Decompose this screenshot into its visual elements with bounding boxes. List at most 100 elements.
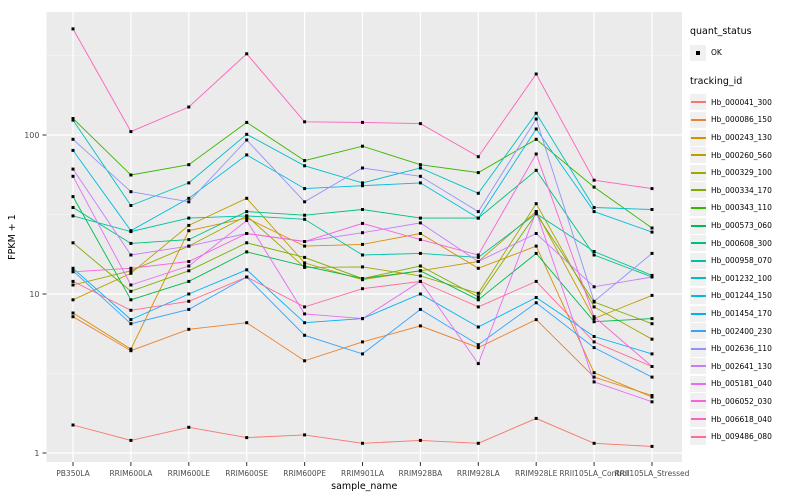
data-point (650, 365, 654, 368)
x-tick-label: RRII105LA_Stressed (615, 469, 690, 478)
data-point (71, 279, 75, 283)
legend-item-label: Hb_002636_110 (711, 344, 772, 354)
data-point (71, 27, 75, 31)
series-line-icon (690, 224, 706, 227)
legend-item-Hb_002641_130: Hb_002641_130 (690, 358, 798, 376)
data-point (245, 275, 249, 279)
series-color-key (690, 358, 706, 375)
square-point-icon (696, 50, 700, 55)
legend: quant_status OK tracking_id Hb_000041_30… (690, 26, 798, 459)
data-point (476, 346, 480, 350)
legend-item-Hb_001232_100: Hb_001232_100 (690, 270, 798, 288)
data-point (245, 210, 249, 214)
data-point (129, 269, 133, 273)
data-point (303, 305, 307, 309)
data-point (187, 264, 191, 268)
data-point (187, 327, 191, 331)
data-point (71, 174, 75, 178)
data-point (534, 210, 538, 214)
data-point (361, 208, 364, 211)
data-point (129, 289, 133, 293)
series-color-key (690, 111, 706, 128)
data-point (592, 250, 596, 253)
legend-item-Hb_002400_230: Hb_002400_230 (690, 322, 798, 340)
data-point (534, 168, 538, 172)
series-line-icon (690, 259, 706, 262)
series-color-key (690, 217, 706, 234)
data-point (361, 231, 364, 235)
data-point (303, 120, 307, 124)
legend-item-ok: OK (690, 44, 798, 62)
data-point (71, 266, 75, 270)
data-point (418, 324, 422, 328)
data-point (592, 210, 596, 214)
data-point (650, 337, 654, 341)
data-point (129, 298, 133, 302)
legend-item-Hb_000260_560: Hb_000260_560 (690, 146, 798, 164)
data-point (476, 260, 480, 263)
series-color-key (690, 428, 706, 445)
series-color-key (690, 252, 706, 269)
legend-item-label: Hb_001454_170 (711, 309, 772, 319)
data-point (592, 253, 596, 257)
series-color-key (690, 270, 706, 287)
data-point (129, 308, 133, 312)
data-point (187, 244, 191, 248)
data-point (592, 346, 596, 350)
data-point (245, 216, 249, 220)
data-point (129, 318, 133, 322)
data-point (418, 216, 422, 220)
data-point (592, 340, 596, 344)
data-point (418, 166, 422, 170)
series-color-key (690, 164, 706, 181)
data-point (650, 187, 654, 191)
data-point (534, 202, 538, 206)
data-point (592, 375, 596, 379)
legend-item-label: Hb_000573_060 (711, 221, 772, 231)
data-point (476, 266, 480, 270)
series-color-key (690, 305, 706, 322)
legend-item-Hb_005181_040: Hb_005181_040 (690, 375, 798, 393)
data-point (476, 210, 480, 214)
series-line-icon (690, 347, 706, 350)
quant-status-legend-title: quant_status (690, 26, 752, 37)
data-point (418, 232, 422, 235)
data-point (650, 273, 654, 277)
data-point (534, 117, 538, 121)
data-point (187, 260, 191, 263)
data-point (534, 416, 538, 420)
data-point (361, 242, 364, 246)
series-color-key (690, 199, 706, 216)
data-point (71, 214, 75, 218)
x-tick-label: RRIM600SE (225, 469, 268, 478)
data-point (418, 122, 422, 126)
legend-item-Hb_000608_300: Hb_000608_300 (690, 234, 798, 252)
data-point (187, 216, 191, 220)
data-point (245, 196, 249, 200)
data-point (534, 318, 538, 322)
data-point (418, 181, 422, 185)
data-point (361, 221, 364, 225)
legend-item-Hb_001244_150: Hb_001244_150 (690, 287, 798, 305)
legend-item-Hb_009486_080: Hb_009486_080 (690, 428, 798, 446)
x-tick-label: RRIM928BA (399, 469, 444, 478)
series-color-key (690, 129, 706, 146)
data-point (650, 226, 654, 230)
data-point (71, 195, 75, 199)
data-point (592, 185, 596, 189)
data-point (303, 164, 307, 168)
data-point (361, 441, 364, 445)
data-point (476, 343, 480, 347)
data-point (650, 230, 654, 234)
data-point (245, 232, 249, 235)
data-point (187, 105, 191, 109)
data-point (592, 317, 596, 321)
data-point (418, 221, 422, 225)
data-point (476, 255, 480, 259)
data-point (592, 371, 596, 375)
data-point (187, 200, 191, 204)
legend-item-label: Hb_000243_130 (711, 133, 772, 143)
data-point (592, 305, 596, 309)
data-point (187, 425, 191, 429)
data-point (534, 232, 538, 235)
